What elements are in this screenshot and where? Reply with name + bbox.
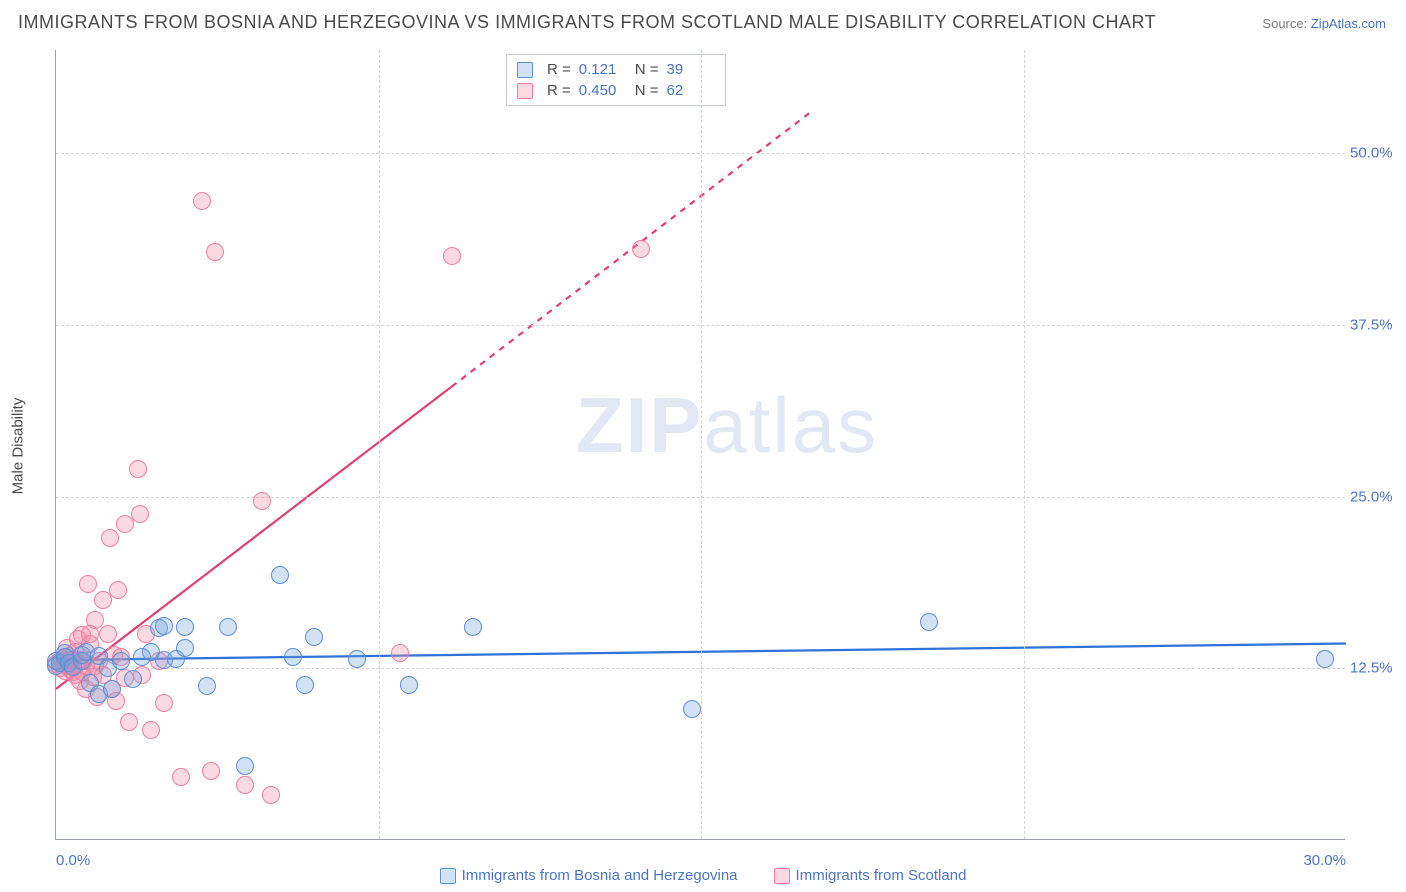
legend-swatch <box>440 868 456 884</box>
data-point-bosnia <box>155 617 173 635</box>
data-point-bosnia <box>464 618 482 636</box>
data-point-scotland <box>262 786 280 804</box>
legend-swatch <box>517 62 533 78</box>
data-point-bosnia <box>400 676 418 694</box>
data-point-bosnia <box>103 680 121 698</box>
legend-label: Immigrants from Scotland <box>796 867 967 884</box>
y-tick-label: 25.0% <box>1350 488 1405 505</box>
data-point-scotland <box>632 240 650 258</box>
data-point-bosnia <box>305 628 323 646</box>
data-point-bosnia <box>112 652 130 670</box>
data-point-scotland <box>443 247 461 265</box>
y-axis-label: Male Disability <box>10 398 27 495</box>
data-point-bosnia <box>348 650 366 668</box>
data-point-scotland <box>131 505 149 523</box>
y-tick-label: 50.0% <box>1350 145 1405 162</box>
data-point-scotland <box>120 713 138 731</box>
data-point-bosnia <box>176 618 194 636</box>
series-legend: Immigrants from Bosnia and Herzegovina Im… <box>0 867 1406 884</box>
data-point-scotland <box>109 581 127 599</box>
y-tick-label: 12.5% <box>1350 660 1405 677</box>
plot-area: ZIPatlas R =0.121N =39R =0.450N =62 12.5… <box>55 50 1345 840</box>
legend-label: Immigrants from Bosnia and Herzegovina <box>462 867 738 884</box>
stats-row-scotland: R = 0.450 N = 62 <box>517 80 715 101</box>
stat-n-label: N = <box>635 82 659 99</box>
gridline-vertical <box>701 50 702 839</box>
data-point-scotland <box>172 768 190 786</box>
gridline-vertical <box>379 50 380 839</box>
data-point-scotland <box>202 762 220 780</box>
data-point-bosnia <box>236 757 254 775</box>
legend-entry-bosnia: Immigrants from Bosnia and Herzegovina <box>440 867 738 884</box>
source-link[interactable]: ZipAtlas.com <box>1311 16 1386 31</box>
chart-title: IMMIGRANTS FROM BOSNIA AND HERZEGOVINA V… <box>18 12 1156 33</box>
gridline-vertical <box>1024 50 1025 839</box>
data-point-scotland <box>79 575 97 593</box>
data-point-bosnia <box>296 676 314 694</box>
data-point-bosnia <box>198 677 216 695</box>
data-point-scotland <box>391 644 409 662</box>
y-tick-label: 37.5% <box>1350 316 1405 333</box>
legend-swatch <box>517 83 533 99</box>
data-point-scotland <box>236 776 254 794</box>
data-point-bosnia <box>124 670 142 688</box>
stat-n-value: 62 <box>667 82 715 99</box>
data-point-scotland <box>101 529 119 547</box>
data-point-scotland <box>193 192 211 210</box>
legend-swatch <box>774 868 790 884</box>
watermark-rest: atlas <box>703 381 878 469</box>
data-point-bosnia <box>284 648 302 666</box>
stat-r-value: 0.121 <box>579 61 627 78</box>
data-point-bosnia <box>176 639 194 657</box>
data-point-scotland <box>206 243 224 261</box>
source-label: Source: <box>1262 16 1307 31</box>
stat-r-value: 0.450 <box>579 82 627 99</box>
stats-legend: R = 0.121 N = 39 R = 0.450 N = 62 <box>506 54 726 106</box>
data-point-bosnia <box>219 618 237 636</box>
data-point-bosnia <box>683 700 701 718</box>
data-point-scotland <box>129 460 147 478</box>
data-point-bosnia <box>1316 650 1334 668</box>
data-point-scotland <box>99 625 117 643</box>
stats-row-bosnia: R = 0.121 N = 39 <box>517 59 715 80</box>
watermark: ZIPatlas <box>576 380 878 471</box>
watermark-zip: ZIP <box>576 381 703 469</box>
source-credit: Source: ZipAtlas.com <box>1262 16 1386 31</box>
stat-n-label: N = <box>635 61 659 78</box>
data-point-bosnia <box>920 613 938 631</box>
data-point-scotland <box>253 492 271 510</box>
stat-r-label: R = <box>547 61 571 78</box>
data-point-scotland <box>142 721 160 739</box>
legend-entry-scotland: Immigrants from Scotland <box>774 867 967 884</box>
stat-r-label: R = <box>547 82 571 99</box>
stat-n-value: 39 <box>667 61 715 78</box>
data-point-scotland <box>155 694 173 712</box>
data-point-bosnia <box>271 566 289 584</box>
